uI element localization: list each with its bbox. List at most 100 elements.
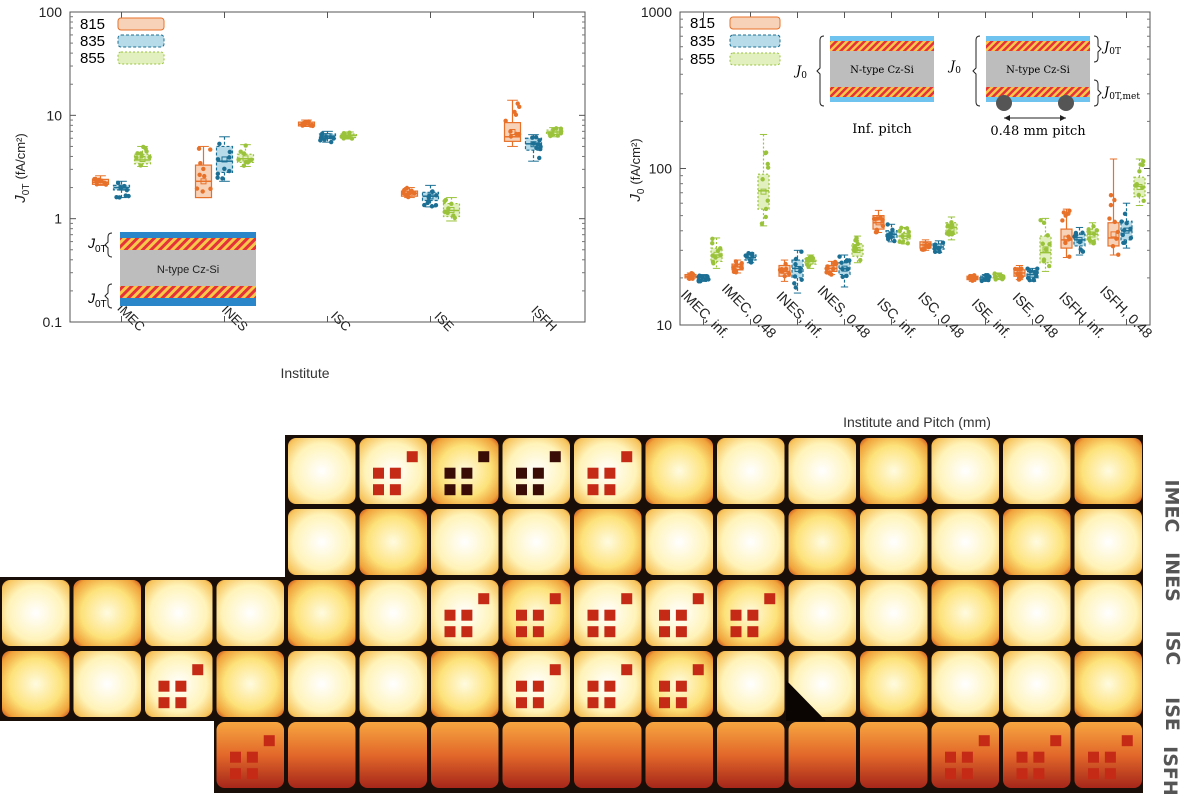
data-point [837, 254, 842, 259]
data-point [434, 193, 439, 198]
pl-cell-body [145, 580, 213, 646]
mean-marker [551, 129, 558, 136]
data-point [555, 133, 560, 138]
data-point [530, 135, 535, 140]
box-835-imec-0-48 [743, 250, 757, 265]
data-point [932, 249, 938, 255]
pl-defect-square [659, 609, 670, 621]
data-point [1034, 270, 1039, 275]
data-point [1141, 158, 1146, 164]
pl-defect-square [1088, 768, 1099, 780]
mean-marker [794, 265, 801, 272]
pl-defect-square [604, 609, 616, 621]
pl-cell-imec-12 [860, 438, 928, 504]
pl-cell-ise-15 [1074, 651, 1142, 717]
data-point [202, 173, 207, 179]
pl-defect-square [516, 697, 527, 709]
data-point [1040, 241, 1045, 246]
x-tick-label: ISC, inf. [874, 295, 921, 342]
pl-defect-square [516, 626, 527, 638]
x-tick-label: ISE [432, 309, 458, 335]
data-point [537, 138, 542, 143]
pl-cell-body [1074, 580, 1142, 646]
box-815-ise [400, 185, 419, 200]
pl-cell-body [931, 651, 999, 717]
pl-defect-square [373, 484, 384, 496]
pl-cell-body [359, 580, 427, 646]
data-point [743, 253, 748, 258]
data-point [872, 217, 878, 222]
right-legend: 815 835 855 [690, 15, 781, 68]
right-inset-048-j: J0 [947, 59, 961, 76]
right-inset-inf-text: N-type Cz-Si [850, 65, 914, 76]
pl-row-label-ines: INES [1160, 552, 1183, 602]
data-point [422, 202, 427, 208]
right-inset-048: J0 N-type Cz-Si J0T J0T,met 0.48 mm pitc… [947, 35, 1140, 139]
pl-cell-body [860, 580, 928, 646]
pl-defect-square [621, 451, 633, 463]
data-point [196, 146, 202, 151]
pl-defect-square [978, 735, 990, 747]
mean-marker [530, 141, 537, 148]
data-point [830, 266, 836, 272]
data-point [1086, 227, 1091, 232]
data-point [1067, 254, 1072, 259]
pl-cell-isc-14 [1003, 580, 1071, 646]
data-point [844, 273, 849, 279]
mean-marker [700, 274, 707, 281]
legend-label-855-right: 855 [690, 51, 715, 68]
pl-defect-square [747, 626, 759, 638]
mean-marker [807, 258, 814, 265]
data-point [1063, 213, 1068, 218]
data-point [710, 241, 715, 246]
data-point [558, 129, 564, 134]
pl-cell-body [574, 509, 642, 575]
pl-cell-ise-6 [431, 651, 499, 717]
data-point [1043, 247, 1049, 252]
data-point [93, 176, 98, 182]
pl-cell-isc-15 [1074, 580, 1142, 646]
box-855-isfh-inf- [1086, 222, 1100, 246]
box-855-isc-inf- [897, 225, 912, 246]
data-point [1116, 252, 1121, 257]
pl-cell-ines-10 [717, 509, 785, 575]
data-point [430, 189, 435, 194]
box-855-ise [442, 197, 461, 222]
mean-marker [713, 251, 720, 258]
pl-defect-square [692, 593, 704, 605]
data-point [739, 261, 744, 266]
pl-cell-isc-7 [502, 580, 570, 646]
data-point [1060, 218, 1065, 223]
box-835-isfh-0-48 [1119, 202, 1134, 249]
data-point [874, 227, 879, 232]
pl-cell-ise-7 [502, 651, 570, 717]
box-iqr [1060, 228, 1073, 249]
data-point [840, 274, 845, 280]
pl-cell-isc-10 [717, 580, 785, 646]
data-point [839, 260, 844, 265]
data-point [765, 161, 770, 167]
pl-defect-square [1016, 751, 1028, 763]
pl-cell-isc-13 [931, 580, 999, 646]
box-835-ise-0-48 [1025, 266, 1040, 283]
legend-swatch-835-right [729, 34, 781, 48]
pl-defect-square [587, 609, 599, 621]
data-point [1119, 219, 1124, 224]
pl-cell-isc-8 [574, 580, 642, 646]
data-point [197, 172, 202, 177]
box-815-ines-inf- [777, 259, 792, 282]
data-point [940, 240, 946, 245]
x-tick-label: INES [219, 302, 251, 334]
pl-cell-isfh-9 [645, 722, 713, 788]
data-point [1047, 263, 1052, 269]
data-point [194, 186, 200, 191]
data-point [1108, 202, 1114, 208]
box-835-ise [421, 184, 440, 209]
box-815-isfh-inf- [1060, 208, 1073, 259]
pl-cell-isfh-13 [931, 722, 999, 788]
data-point [531, 141, 536, 146]
pl-cell-body [645, 438, 713, 504]
data-point [892, 238, 897, 244]
pl-cell-imec-9 [645, 438, 713, 504]
